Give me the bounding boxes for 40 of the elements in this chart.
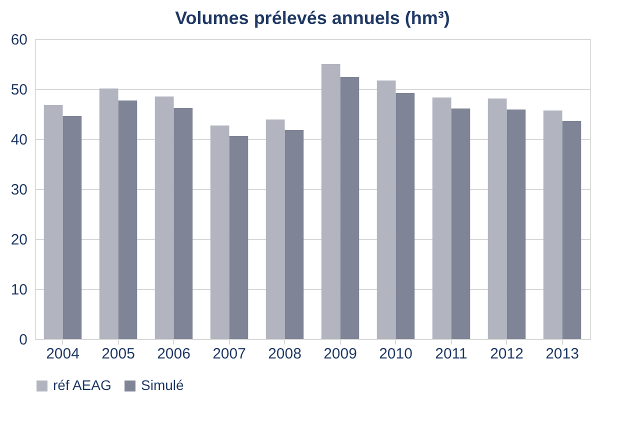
bar	[99, 88, 118, 339]
bar	[340, 77, 360, 339]
x-tick-label: 2009	[324, 346, 357, 362]
y-tick-label: 20	[10, 232, 28, 248]
bar	[543, 110, 562, 339]
bar	[62, 116, 82, 339]
y-tick-label: 30	[10, 182, 28, 198]
bar	[432, 98, 452, 339]
bar	[451, 108, 470, 339]
bar	[562, 121, 582, 339]
legend-label: réf AEAG	[53, 377, 112, 393]
bar	[321, 64, 340, 339]
x-tick-label: 2004	[46, 346, 80, 362]
legend-label: Simulé	[141, 377, 184, 393]
x-tick-label: 2005	[102, 346, 135, 362]
x-tick-label: 2007	[212, 346, 246, 362]
bar	[229, 136, 248, 339]
x-tick-label: 2006	[157, 346, 190, 362]
bar	[396, 93, 415, 339]
bar	[488, 98, 507, 339]
bar	[174, 108, 193, 339]
y-tick-label: 60	[10, 32, 28, 48]
bar	[154, 96, 174, 339]
x-tick-label: 2012	[490, 346, 524, 362]
bar	[376, 80, 396, 339]
bar	[118, 100, 138, 339]
bar	[44, 105, 63, 339]
bar	[266, 120, 285, 339]
y-tick-label: 40	[10, 132, 28, 148]
bar	[284, 130, 304, 339]
x-tick-label: 2008	[268, 346, 302, 362]
x-tick-label: 2010	[379, 346, 412, 362]
x-tick-label: 2011	[435, 346, 468, 362]
y-tick-label: 50	[10, 82, 28, 98]
bar	[210, 126, 230, 339]
y-tick-label: 0	[19, 332, 28, 348]
chart-title: Volumes prélevés annuels (hm³)	[175, 8, 450, 28]
bar	[506, 110, 526, 339]
y-tick-label: 10	[10, 282, 28, 298]
x-tick-label: 2013	[546, 346, 579, 362]
